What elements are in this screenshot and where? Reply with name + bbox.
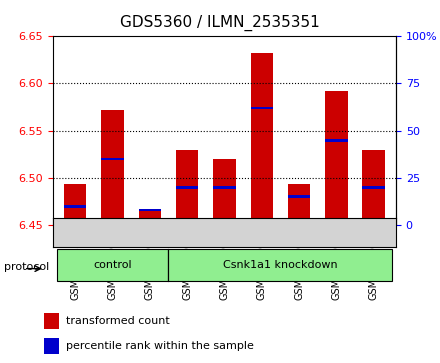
Text: control: control — [93, 260, 132, 270]
FancyBboxPatch shape — [56, 249, 169, 281]
Bar — [64, 184, 86, 225]
Text: protocol: protocol — [4, 262, 50, 272]
Bar — [139, 209, 161, 211]
Bar — [363, 150, 385, 225]
Bar — [44, 338, 59, 354]
Bar — [101, 110, 124, 225]
Bar — [176, 150, 198, 225]
Bar — [213, 186, 235, 189]
Bar — [213, 159, 235, 225]
Bar — [250, 53, 273, 225]
Bar — [44, 313, 59, 330]
Text: GDS5360 / ILMN_2535351: GDS5360 / ILMN_2535351 — [120, 15, 320, 31]
Bar — [139, 211, 161, 225]
Bar — [101, 158, 124, 160]
Bar — [363, 186, 385, 189]
Bar — [325, 139, 348, 142]
FancyBboxPatch shape — [169, 249, 392, 281]
Text: Csnk1a1 knockdown: Csnk1a1 knockdown — [223, 260, 337, 270]
Bar — [288, 195, 310, 198]
Bar — [176, 186, 198, 189]
Text: transformed count: transformed count — [66, 316, 170, 326]
Bar — [325, 91, 348, 225]
Bar — [288, 184, 310, 225]
Bar — [64, 205, 86, 208]
Bar — [250, 107, 273, 110]
Text: percentile rank within the sample: percentile rank within the sample — [66, 341, 254, 351]
